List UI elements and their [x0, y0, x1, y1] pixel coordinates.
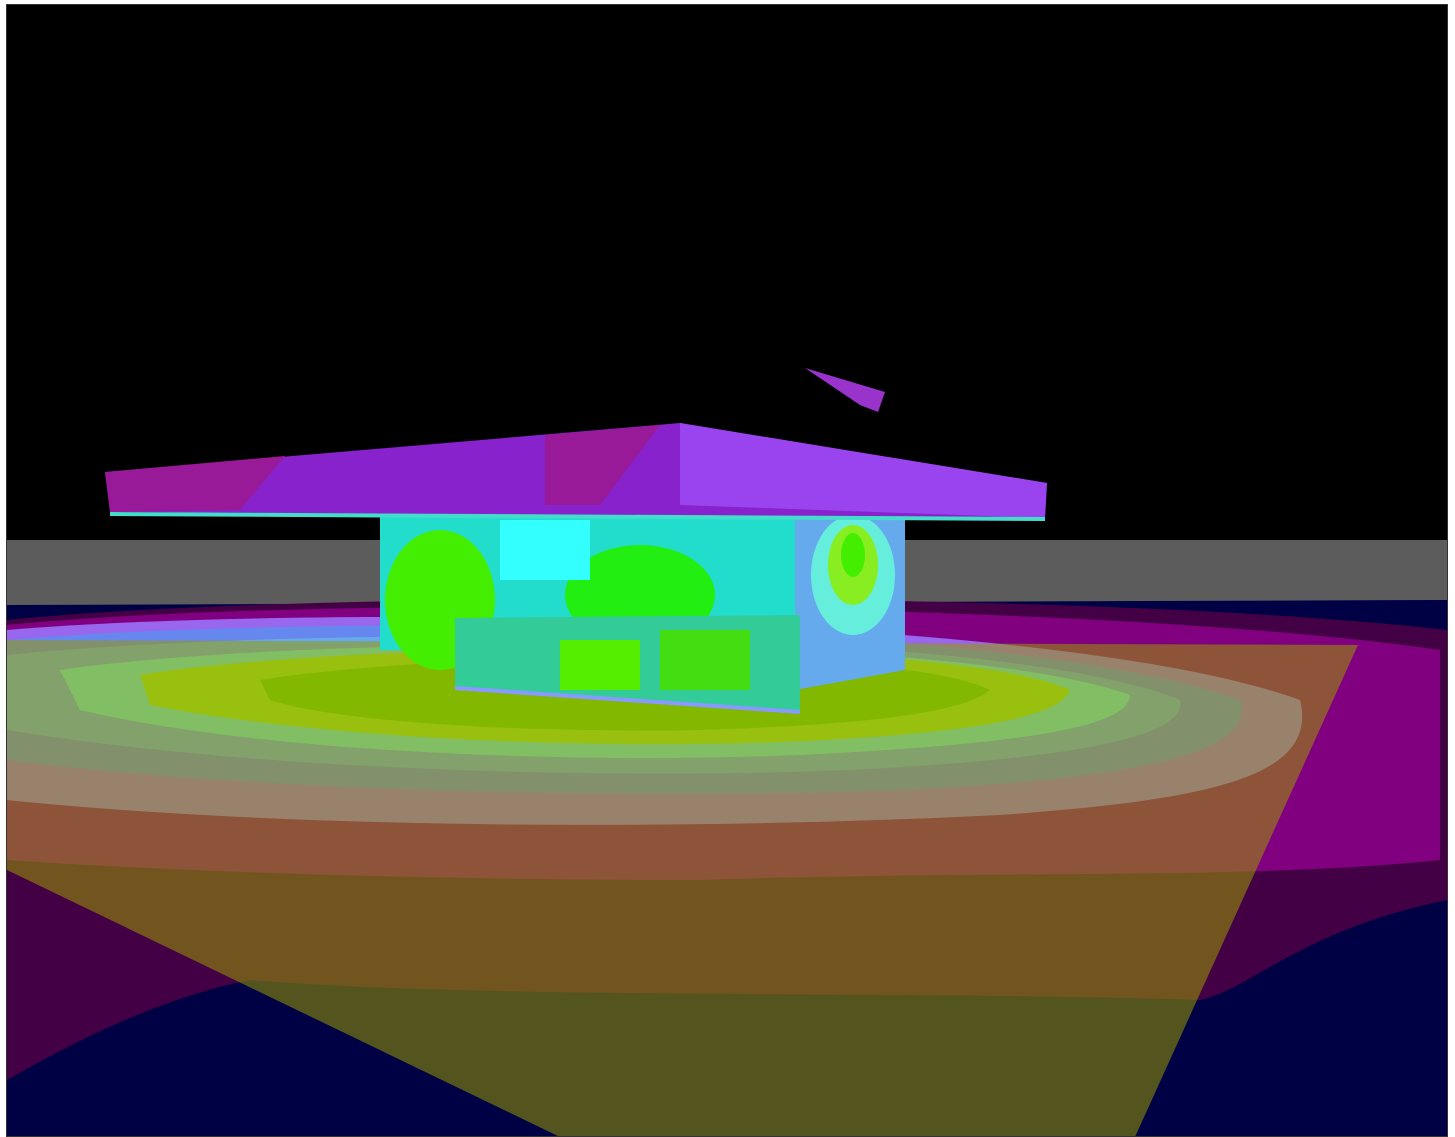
- edge: [454, 686, 801, 714]
- roof-facet: [105, 456, 285, 512]
- light-patch: [500, 520, 590, 580]
- light-patch: [660, 630, 750, 690]
- scene: [7, 5, 1447, 1137]
- roof-facet: [545, 425, 660, 505]
- artifact: [805, 368, 885, 412]
- light-patch: [841, 533, 865, 577]
- light-patch: [560, 640, 640, 690]
- roof-face: [680, 423, 1047, 518]
- roof-edge: [109, 512, 1046, 521]
- work-plane: [7, 640, 1358, 1137]
